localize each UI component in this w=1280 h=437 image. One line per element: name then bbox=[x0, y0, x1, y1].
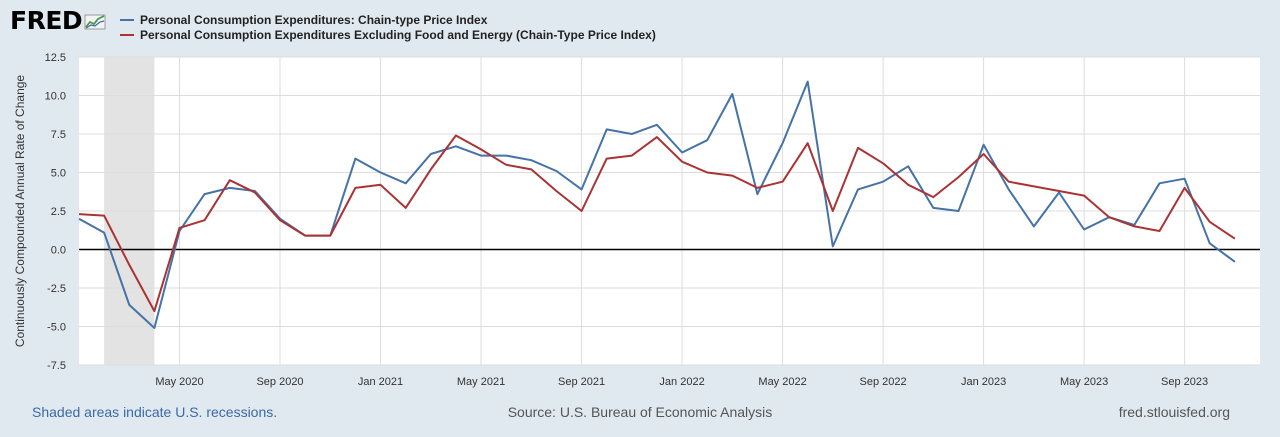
series-line-core-pce[interactable] bbox=[78, 134, 1236, 313]
y-tick-label: 12.5 bbox=[45, 52, 66, 64]
source-note: Source: U.S. Bureau of Economic Analysis bbox=[507, 404, 773, 420]
x-tick-label: Sep 2022 bbox=[860, 376, 907, 388]
x-tick-label: Jan 2023 bbox=[961, 376, 1006, 388]
legend-label-core-pce: Personal Consumption Expenditures Exclud… bbox=[140, 27, 656, 42]
site-url[interactable]: fred.stlouisfed.org bbox=[1118, 404, 1230, 420]
y-tick-label: -7.5 bbox=[47, 360, 66, 372]
y-tick-label: 2.5 bbox=[51, 206, 66, 218]
x-tick-label: May 2021 bbox=[457, 376, 505, 388]
legend-item-pce[interactable]: Personal Consumption Expenditures: Chain… bbox=[120, 12, 656, 27]
y-tick-label: 5.0 bbox=[51, 168, 66, 180]
y-axis-label: Continuously Compounded Annual Rate of C… bbox=[13, 75, 27, 348]
fred-logo-text: FRED bbox=[10, 6, 83, 35]
chart-legend: Personal Consumption Expenditures: Chain… bbox=[120, 12, 656, 42]
x-tick-label: May 2020 bbox=[155, 376, 203, 388]
x-tick-label: Jan 2022 bbox=[659, 376, 704, 388]
series-line-pce[interactable] bbox=[78, 80, 1236, 329]
legend-swatch-pce bbox=[120, 18, 134, 21]
y-tick-label: 10.0 bbox=[45, 91, 66, 103]
x-tick-label: Sep 2020 bbox=[256, 376, 303, 388]
x-tick-label: May 2023 bbox=[1060, 376, 1108, 388]
x-tick-label: May 2022 bbox=[758, 376, 806, 388]
legend-label-pce: Personal Consumption Expenditures: Chain… bbox=[140, 12, 488, 27]
fred-logo[interactable]: FRED bbox=[10, 6, 106, 35]
trend-chart-icon bbox=[84, 14, 106, 29]
x-tick-label: Sep 2021 bbox=[558, 376, 605, 388]
x-tick-label: Sep 2023 bbox=[1161, 376, 1208, 388]
legend-item-core-pce[interactable]: Personal Consumption Expenditures Exclud… bbox=[120, 27, 656, 42]
y-tick-label: 0.0 bbox=[51, 245, 66, 257]
y-tick-label: -5.0 bbox=[47, 322, 66, 334]
recession-note-link[interactable]: Shaded areas indicate U.S. recessions. bbox=[32, 404, 278, 420]
legend-swatch-core-pce bbox=[120, 33, 134, 36]
x-tick-label: Jan 2021 bbox=[358, 376, 403, 388]
y-tick-label: -2.5 bbox=[47, 283, 66, 295]
y-tick-label: 7.5 bbox=[51, 129, 66, 141]
